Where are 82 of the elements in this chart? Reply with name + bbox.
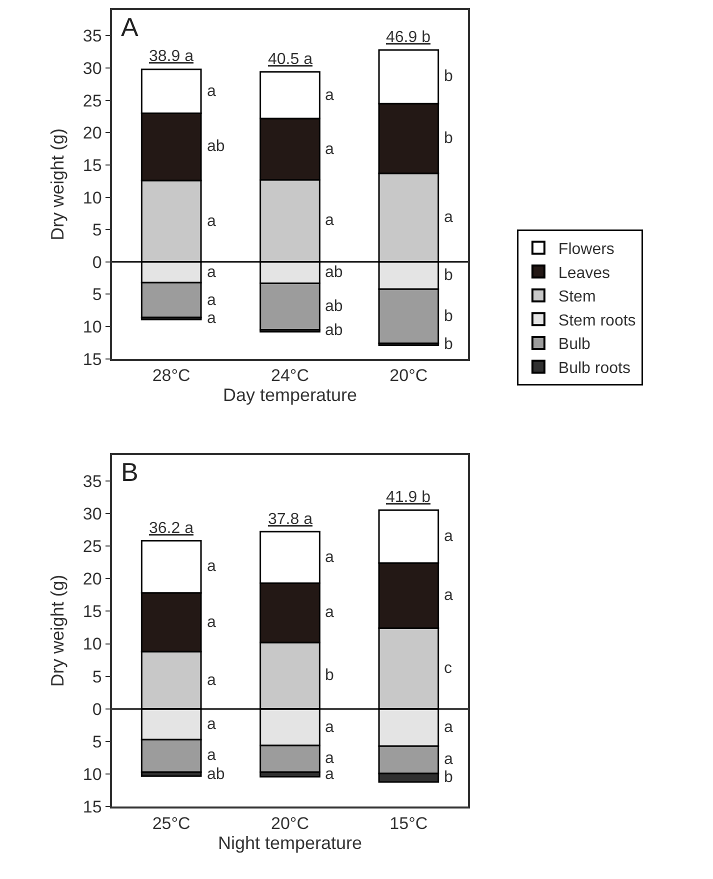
annotation: a [207, 83, 216, 100]
y-tick-label: 30 [82, 504, 102, 524]
annotation: a [325, 87, 334, 104]
annotation: a [207, 213, 216, 230]
annotation: a [207, 264, 216, 281]
x-tick-label: 28°C [152, 366, 190, 386]
annotation: a [325, 766, 334, 783]
annotation: a [207, 310, 216, 327]
annotation: b [444, 267, 453, 284]
x-tick-label: 24°C [271, 366, 309, 386]
legend-label: Bulb [558, 336, 591, 354]
y-tick-label: 25 [82, 536, 102, 556]
annotation: 40.5 a [268, 51, 313, 68]
y-axis-title: Dry weight (g) [48, 128, 68, 240]
x-axis-title: Night temperature [218, 832, 362, 853]
annotation: B [121, 457, 138, 487]
y-tick-label: 5 [92, 220, 102, 240]
annotation: a [207, 747, 216, 764]
annotation: b [444, 308, 453, 325]
y-tick-label: 30 [82, 58, 102, 78]
annotation: 46.9 b [386, 29, 431, 46]
y-tick-label: 0 [92, 700, 102, 719]
legend-label: Stem [558, 288, 596, 306]
annotation: b [444, 130, 453, 147]
annotation: 38.9 a [149, 48, 194, 65]
y-tick-label: 20 [82, 124, 102, 143]
y-tick-label: 20 [82, 570, 102, 589]
annotation: 41.9 b [386, 489, 431, 506]
annotation: a [444, 209, 453, 226]
annotation: b [444, 336, 453, 353]
annotation: a [444, 528, 453, 545]
annotation: ab [207, 766, 225, 783]
y-tick-label: 0 [92, 252, 102, 272]
y-tick-label: 10 [82, 318, 102, 337]
legend-label: Flowers [558, 241, 614, 258]
annotation: a [325, 604, 334, 621]
y-tick-label: 10 [82, 188, 102, 208]
annotation: A [121, 12, 139, 42]
annotation: b [444, 769, 453, 786]
annotation: a [325, 549, 334, 566]
annotation: a [325, 212, 334, 229]
annotation: ab [325, 298, 343, 315]
legend-label: Stem roots [558, 312, 636, 330]
y-tick-label: 15 [82, 350, 102, 369]
annotation: a [444, 751, 453, 768]
y-tick-label: 15 [82, 602, 102, 622]
legend-label: Leaves [558, 264, 610, 282]
y-tick-label: 10 [82, 765, 102, 784]
annotation: a [444, 719, 453, 736]
y-tick-label: 15 [82, 798, 102, 817]
annotation: b [444, 68, 453, 85]
y-tick-label: 5 [92, 732, 102, 752]
annotation: a [444, 587, 453, 604]
annotation: ab [325, 322, 343, 339]
y-tick-label: 35 [82, 26, 102, 46]
y-tick-label: 25 [82, 91, 102, 110]
annotation: a [325, 750, 334, 767]
annotation: ab [207, 138, 225, 155]
x-tick-label: 25°C [152, 814, 190, 833]
annotation: 36.2 a [149, 520, 194, 537]
annotation: a [325, 141, 334, 158]
y-tick-label: 10 [82, 634, 102, 654]
annotation: ab [325, 264, 343, 281]
annotation: c [444, 660, 452, 677]
y-tick-label: 35 [82, 472, 102, 491]
annotation: a [207, 292, 216, 309]
annotation: a [325, 719, 334, 736]
legend-label: Bulb roots [558, 360, 630, 377]
y-tick-label: 5 [92, 285, 102, 304]
annotation: a [207, 558, 216, 575]
x-tick-label: 15°C [390, 814, 428, 833]
annotation: a [207, 614, 216, 631]
annotation: a [207, 672, 216, 689]
annotation: a [207, 716, 216, 733]
y-tick-label: 15 [82, 156, 102, 175]
y-axis-title: Dry weight (g) [48, 574, 68, 687]
x-tick-label: 20°C [390, 366, 428, 386]
annotation: 37.8 a [268, 511, 313, 528]
x-axis-title: Day temperature [222, 385, 358, 406]
annotation: b [325, 667, 334, 684]
x-tick-label: 20°C [271, 814, 309, 833]
y-tick-label: 5 [92, 667, 102, 686]
